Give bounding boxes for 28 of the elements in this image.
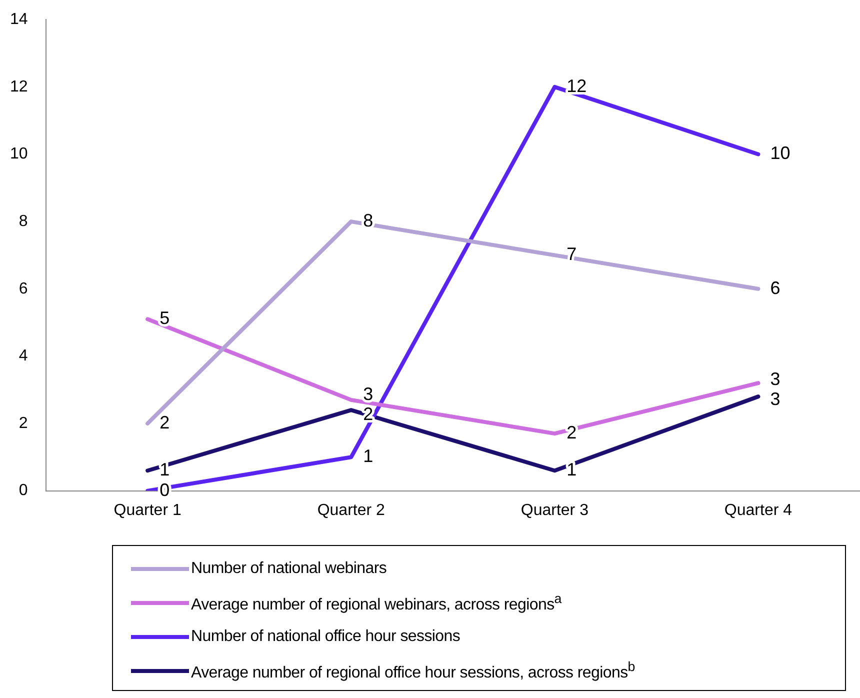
y-tick-label: 12 [10, 78, 28, 96]
legend-label: Average number of regional webinars, across regions$^{a}$ [191, 591, 562, 615]
data-label: 3 [363, 384, 374, 404]
x-tick-label: Quarter 3 [520, 502, 589, 519]
data-label: 8 [363, 210, 374, 231]
x-tick-label: Quarter 4 [724, 502, 792, 519]
data-label: 5 [160, 308, 170, 328]
legend-label: Number of national webinars [191, 560, 387, 578]
data-label: 3 [770, 388, 780, 409]
data-label: 7 [566, 244, 577, 264]
y-tick-label: 10 [10, 146, 28, 163]
data-label: 6 [770, 278, 780, 298]
y-tick-label: 4 [18, 348, 28, 365]
y-tick-label: 6 [18, 280, 28, 298]
data-label: 10 [770, 143, 790, 164]
legend-label: Average number of regional office hour sessions, across regions$^{b}$ [191, 659, 635, 683]
y-tick-label: 14 [10, 11, 28, 28]
y-tick-label: 0 [18, 482, 28, 500]
data-label: 12 [566, 76, 587, 96]
data-label: 0 [160, 480, 170, 500]
data-label: 1 [363, 446, 374, 466]
y-tick-label: 2 [18, 414, 28, 432]
legend-label: Number of national office hour sessions [191, 628, 460, 646]
x-tick-label: Quarter 1 [114, 502, 182, 519]
y-tick-label: 8 [18, 212, 28, 230]
data-label: 3 [770, 368, 780, 389]
x-tick-label: Quarter 2 [317, 502, 386, 519]
data-label: 2 [160, 412, 170, 432]
